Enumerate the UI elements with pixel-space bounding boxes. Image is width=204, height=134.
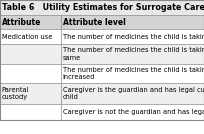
Bar: [0, 29, 61, 44]
Bar: [0, 0, 204, 120]
Bar: [0, 0, 204, 15]
Text: Attribute level: Attribute level: [63, 18, 126, 27]
Bar: [0, 15, 61, 29]
Text: Attribute: Attribute: [2, 18, 41, 27]
Text: The number of medicines the child is taking stays the
same: The number of medicines the child is tak…: [63, 47, 204, 61]
Bar: [61, 44, 204, 64]
Bar: [61, 83, 204, 104]
Bar: [0, 83, 61, 104]
Bar: [61, 29, 204, 44]
Text: The number of medicines the child is taking is reduc: The number of medicines the child is tak…: [63, 34, 204, 40]
Text: Caregiver is the guardian and has legal custody of th
child: Caregiver is the guardian and has legal …: [63, 87, 204, 100]
Text: Parental
custody: Parental custody: [2, 87, 29, 100]
Text: Caregiver is not the guardian and has legal custody o: Caregiver is not the guardian and has le…: [63, 109, 204, 115]
Bar: [0, 104, 61, 120]
Bar: [0, 44, 61, 64]
Bar: [61, 104, 204, 120]
Text: Medication use: Medication use: [2, 34, 52, 40]
Text: Table 6   Utility Estimates for Surrogate Care Preferences Fr: Table 6 Utility Estimates for Surrogate …: [2, 3, 204, 12]
Bar: [61, 15, 204, 29]
Text: The number of medicines the child is taking is
increased: The number of medicines the child is tak…: [63, 67, 204, 80]
Bar: [61, 64, 204, 83]
Bar: [0, 64, 61, 83]
